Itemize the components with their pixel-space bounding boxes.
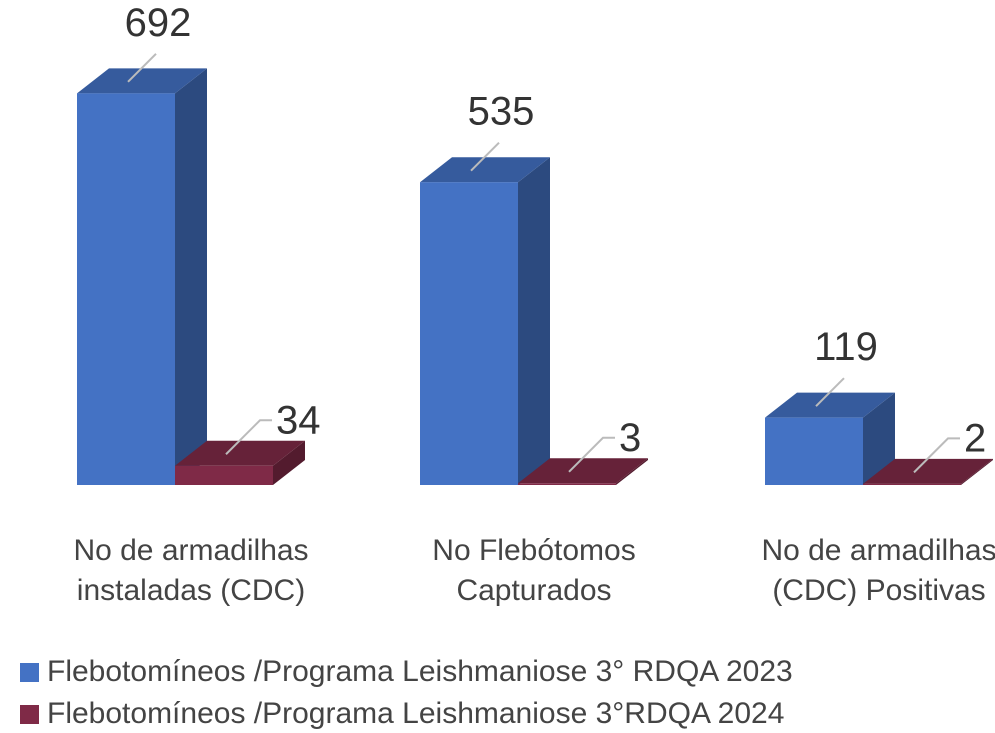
bar-top <box>765 392 895 418</box>
leader-line <box>225 419 272 455</box>
leader-line <box>470 141 500 172</box>
bar-side <box>518 157 550 485</box>
bar-side <box>863 392 895 485</box>
bar-top <box>420 157 550 183</box>
bar <box>765 417 863 485</box>
legend-swatch <box>20 704 39 724</box>
data-label: 692 <box>125 1 192 45</box>
leader-line <box>127 53 157 83</box>
data-label: 34 <box>276 398 321 442</box>
x-tick-label: No de armadilhas instaladas (CDC) <box>73 534 309 607</box>
bar-side <box>273 440 305 485</box>
leader-line <box>913 437 960 474</box>
bar-top <box>175 440 305 466</box>
x-tick-label: No de armadilhas (CDC) Positivas <box>761 534 995 607</box>
bar <box>420 182 518 485</box>
data-label: 119 <box>814 325 878 369</box>
legend-label: Flebotomíneos /Programa Leishmaniose 3°R… <box>47 697 785 730</box>
bar-top <box>518 458 648 484</box>
bar-top <box>77 68 207 94</box>
bar <box>175 465 273 485</box>
bar-side <box>616 458 648 485</box>
leader-line <box>815 377 845 407</box>
data-label: 3 <box>619 416 641 460</box>
bar <box>77 93 175 485</box>
bar-side <box>961 458 993 485</box>
bar-side <box>175 68 207 485</box>
legend-swatch <box>20 662 39 682</box>
bar-top <box>863 458 993 484</box>
data-label: 2 <box>964 416 986 460</box>
x-tick-label: No Flebótomos Capturados <box>432 534 636 607</box>
data-label: 535 <box>468 90 535 134</box>
legend-label: Flebotomíneos /Programa Leishmaniose 3° … <box>47 655 793 688</box>
legend-item: Flebotomíneos /Programa Leishmaniose 3° … <box>20 655 793 689</box>
bar <box>863 483 961 485</box>
leader-line <box>568 436 615 473</box>
bar <box>518 483 616 485</box>
legend-item: Flebotomíneos /Programa Leishmaniose 3°R… <box>20 697 784 731</box>
